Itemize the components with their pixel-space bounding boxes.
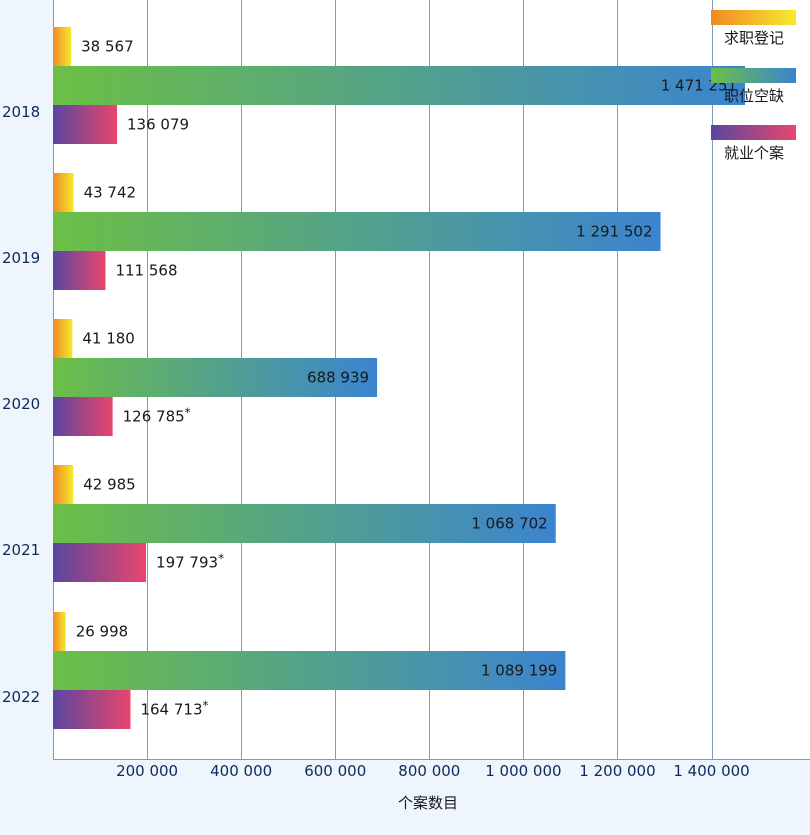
data-label: 1 291 502	[576, 223, 652, 241]
x-axis-title: 个案数目	[398, 794, 458, 812]
bar	[53, 66, 746, 105]
bar	[53, 319, 73, 358]
category-label: 2018	[2, 103, 40, 121]
data-label: 38 567	[81, 38, 134, 56]
data-label: 197 793*	[156, 552, 224, 572]
legend-swatch	[711, 68, 796, 83]
data-label: 1 089 199	[481, 662, 557, 680]
bar	[53, 27, 72, 66]
data-label: 111 568	[115, 262, 177, 280]
category-label: 2022	[2, 688, 40, 706]
x-tick-label: 1 200 000	[579, 762, 655, 780]
bar	[53, 397, 113, 436]
category-label: 2021	[2, 541, 40, 559]
data-label: 42 985	[83, 476, 135, 494]
category-label: 2019	[2, 249, 40, 267]
bars	[53, 27, 746, 729]
legend-label: 就业个案	[724, 144, 784, 162]
x-tick-labels: 200 000 400 000 600 000 800 000 1 000 000 1 2…	[116, 762, 750, 780]
x-tick-label: 1 400 000	[673, 762, 749, 780]
data-label: 688 939	[307, 369, 369, 387]
x-tick-label: 600 000	[304, 762, 366, 780]
x-tick-label: 1 000 000	[485, 762, 561, 780]
bar	[53, 251, 106, 290]
data-label: 136 079	[127, 116, 189, 134]
bar	[53, 612, 66, 651]
legend-label: 求职登记	[724, 29, 784, 47]
data-label: 43 742	[84, 184, 137, 202]
x-tick-label: 200 000	[116, 762, 178, 780]
bar	[53, 212, 661, 251]
legend-swatch	[711, 125, 796, 140]
bar	[53, 173, 74, 212]
bar	[53, 465, 74, 504]
x-tick-label: 800 000	[398, 762, 460, 780]
bar	[53, 504, 556, 543]
legend-label: 职位空缺	[724, 87, 784, 105]
bar	[53, 105, 118, 144]
bar	[53, 690, 131, 729]
bar	[53, 651, 566, 690]
data-label: 41 180	[82, 330, 134, 348]
category-label: 2020	[2, 395, 40, 413]
bar	[53, 543, 147, 582]
data-label: 164 713*	[140, 699, 208, 719]
data-label: 126 785*	[123, 406, 191, 426]
data-label: 1 068 702	[471, 515, 547, 533]
x-tick-label: 400 000	[210, 762, 272, 780]
bar	[53, 358, 378, 397]
category-labels: 2018 2019 2020 2021 2022	[2, 103, 40, 706]
data-label: 26 998	[76, 623, 128, 641]
legend-swatch	[711, 10, 796, 25]
